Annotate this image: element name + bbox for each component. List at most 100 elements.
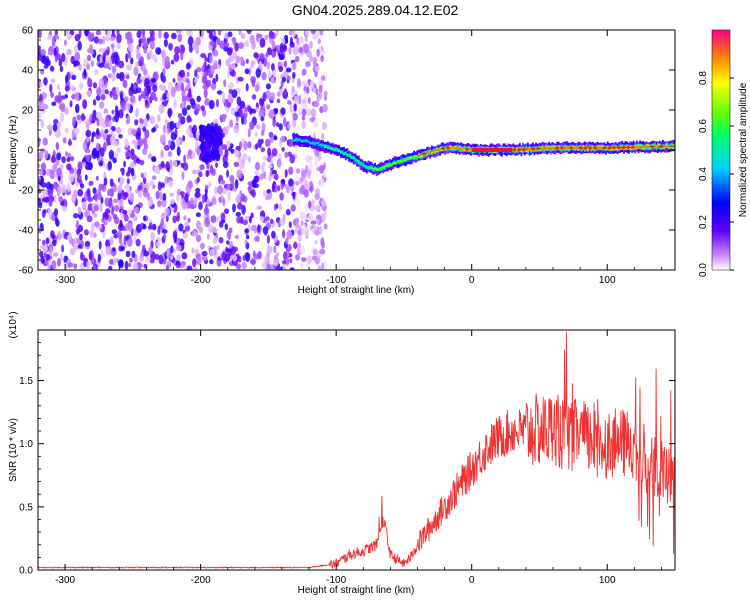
heatmap-cell <box>110 125 116 132</box>
heatmap-cell <box>209 65 215 75</box>
heatmap-cell <box>202 128 207 135</box>
heatmap-cell <box>42 137 48 146</box>
heatmap-cell <box>135 158 141 164</box>
heatmap-cell <box>181 252 188 260</box>
heatmap-cell <box>354 157 357 162</box>
heatmap-cell <box>227 69 230 79</box>
heatmap-cell <box>111 30 115 34</box>
heatmap-cell <box>176 160 181 165</box>
heatmap-cell <box>38 30 42 39</box>
heatmap-cell <box>549 146 552 148</box>
heatmap-cell <box>176 193 180 203</box>
heatmap-cell <box>234 179 239 189</box>
heatmap-cell <box>318 144 321 147</box>
heatmap-cell <box>85 154 90 162</box>
heatmap-cell <box>82 141 88 152</box>
heatmap-cell <box>263 264 267 270</box>
heatmap-cell <box>262 92 267 102</box>
heatmap-cell <box>312 142 315 145</box>
heatmap-cell <box>179 191 185 196</box>
heatmap-cell <box>98 38 103 45</box>
heatmap-cell <box>246 58 249 64</box>
heatmap-cell <box>168 180 174 188</box>
heatmap-peak-dot <box>465 147 469 151</box>
heatmap-cell <box>119 176 125 184</box>
heatmap-cell <box>229 119 234 128</box>
heatmap-cell <box>83 229 89 236</box>
heatmap-cell <box>416 155 419 160</box>
heatmap-cell <box>327 144 329 149</box>
heatmap-cell <box>253 52 259 59</box>
heatmap-cell <box>145 99 149 106</box>
heatmap-cell <box>175 244 182 252</box>
heatmap-cell <box>169 192 174 197</box>
heatmap-cell <box>142 137 148 146</box>
heatmap-cell <box>183 154 187 164</box>
heatmap-cell <box>309 117 315 123</box>
heatmap-cell <box>277 185 281 192</box>
heatmap-cell <box>290 204 296 212</box>
heatmap-cell <box>128 208 131 215</box>
heatmap-cell <box>393 162 396 165</box>
heatmap-cell <box>310 30 317 35</box>
heatmap-cell <box>292 192 296 200</box>
snr-frame <box>37 329 676 571</box>
heatmap-cell <box>224 253 231 262</box>
heatmap-cell <box>229 143 234 149</box>
heatmap-cell <box>158 104 165 114</box>
heatmap-cell <box>230 63 236 70</box>
heatmap-cell <box>296 137 298 140</box>
heatmap-cell <box>104 30 108 36</box>
heatmap-cell <box>323 223 328 230</box>
heatmap-peak-dot <box>621 145 626 150</box>
heatmap-peak-dot <box>617 146 621 150</box>
heatmap-cell <box>344 152 347 155</box>
heatmap-cell <box>182 135 186 142</box>
heatmap-cell <box>245 234 250 240</box>
heatmap-cell <box>242 219 249 226</box>
heatmap-cell <box>226 47 233 56</box>
heatmap-cell <box>614 146 617 151</box>
heatmap-peak-dot <box>626 145 630 149</box>
heatmap-cell <box>95 30 102 36</box>
heatmap-cell <box>302 140 305 143</box>
heatmap-cell <box>288 166 294 175</box>
heatmap-cell <box>66 235 71 241</box>
heatmap-cell <box>297 234 302 242</box>
heatmap-cell <box>300 259 303 270</box>
heatmap-cell <box>179 69 186 78</box>
heatmap-cell <box>204 217 211 228</box>
heatmap-cell <box>188 44 193 53</box>
heatmap-cell <box>380 166 383 169</box>
heatmap-cell <box>405 158 407 162</box>
heatmap-cell <box>168 42 173 51</box>
heatmap-cell <box>143 47 148 54</box>
heatmap-peak-dot <box>593 146 597 150</box>
heatmap-cell <box>212 236 218 245</box>
heatmap-cell <box>191 151 196 159</box>
heatmap-cell <box>53 182 57 190</box>
heatmap-cell <box>44 196 49 203</box>
page-title: GN04.2025.289.04.12.E02 <box>291 2 459 18</box>
heatmap-cell <box>112 93 119 100</box>
heatmap-cell <box>314 66 320 72</box>
heatmap-cell <box>70 156 75 162</box>
heatmap-cell <box>282 229 286 239</box>
heatmap-cell <box>287 75 291 81</box>
heatmap-cell <box>229 55 233 61</box>
heatmap-cell <box>244 68 250 75</box>
heatmap-cell <box>120 91 123 102</box>
heatmap-cell <box>196 220 201 230</box>
heatmap-cell <box>218 237 224 244</box>
heatmap-cell <box>364 165 367 168</box>
y-tick-label: 40 <box>22 66 34 77</box>
heatmap-cell <box>98 63 105 68</box>
heatmap-cell <box>247 156 251 163</box>
heatmap-cell <box>238 30 242 36</box>
heatmap-cell <box>319 248 326 255</box>
heatmap-cell <box>435 150 438 153</box>
heatmap-cell <box>144 77 150 85</box>
heatmap-cell <box>106 136 110 147</box>
heatmap-cell <box>122 209 128 215</box>
heatmap-cell <box>265 216 270 221</box>
